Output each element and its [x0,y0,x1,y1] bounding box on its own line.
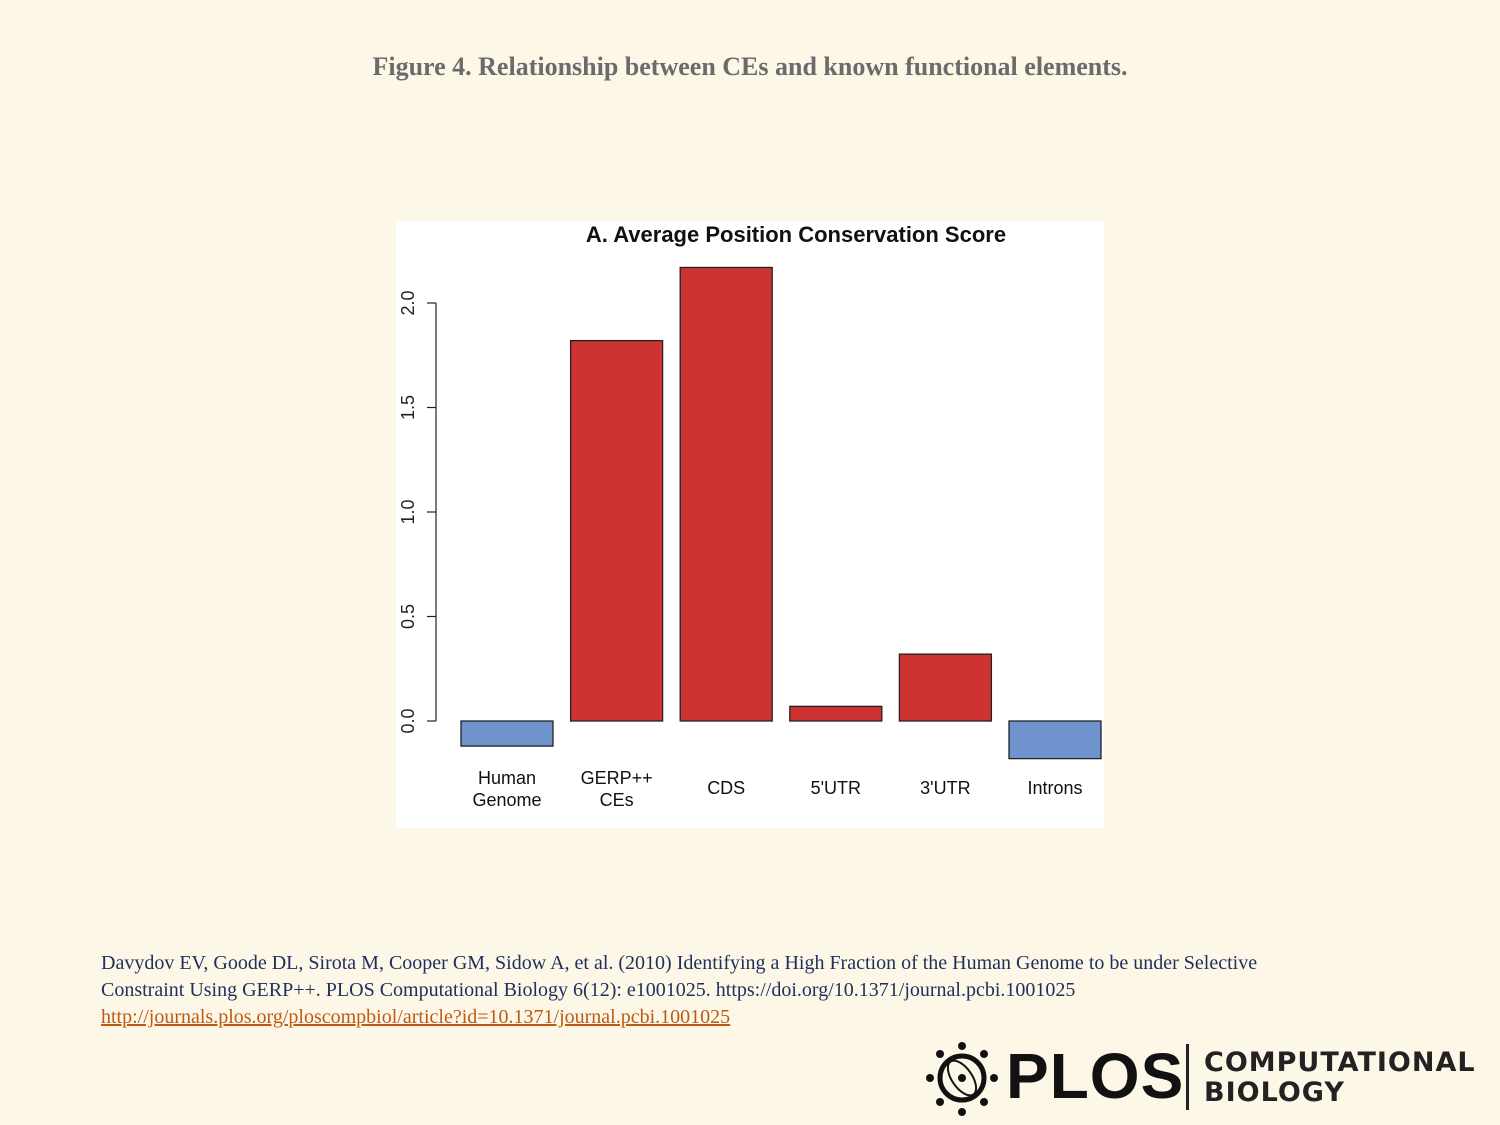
bar [1008,720,1102,760]
article-link[interactable]: http://journals.plos.org/ploscompbiol/ar… [101,1006,731,1028]
logo-journal-line-2: BIOLOGY [1204,1077,1345,1108]
bar [898,653,993,722]
citation-line-2: Constraint Using GERP++. PLOS Computatio… [101,979,1076,1001]
citation: Davydov EV, Goode DL, Sirota M, Cooper G… [101,950,1431,1031]
plos-mark-icon [926,1042,998,1116]
x-tick-label: Human Genome [472,768,541,810]
plos-logo: PLOS COMPUTATIONAL BIOLOGY [924,1038,1484,1120]
y-tick-label: 1.5 [398,395,418,420]
x-tick-label: Introns [1027,778,1082,798]
y-tick-label: 1.0 [398,499,418,524]
bars [460,266,1102,760]
bar-chart: A. Average Position Conservation Score 0… [398,222,1102,810]
x-tick-label: GERP++ CEs [581,768,653,810]
logo-journal-line-1: COMPUTATIONAL [1204,1047,1476,1078]
bar [679,266,773,722]
y-tick-label: 2.0 [398,290,418,315]
y-tick-label: 0.5 [398,604,418,629]
bar [569,339,664,722]
citation-line-1: Davydov EV, Goode DL, Sirota M, Cooper G… [101,952,1258,974]
x-tick-label: 3'UTR [920,778,970,798]
chart-title: A. Average Position Conservation Score [586,222,1006,247]
x-tick-label: 5'UTR [811,778,861,798]
logo-journal-name: COMPUTATIONAL BIOLOGY [1204,1048,1476,1108]
bar [460,720,554,747]
logo-wordmark: PLOS [1006,1040,1185,1112]
bar [789,705,883,722]
logo-divider [1186,1044,1189,1110]
chart-panel: A. Average Position Conservation Score 0… [396,221,1104,828]
y-axis: 0.0 0.5 1.0 1.5 2.0 [398,290,437,734]
x-tick-label: CDS [707,778,745,798]
figure-title: Figure 4. Relationship between CEs and k… [372,52,1128,81]
y-tick-label: 0.0 [398,708,418,733]
x-tick-labels: Human Genome GERP++ CEs CDS 5'UTR 3'UTR Introns [472,768,1082,810]
